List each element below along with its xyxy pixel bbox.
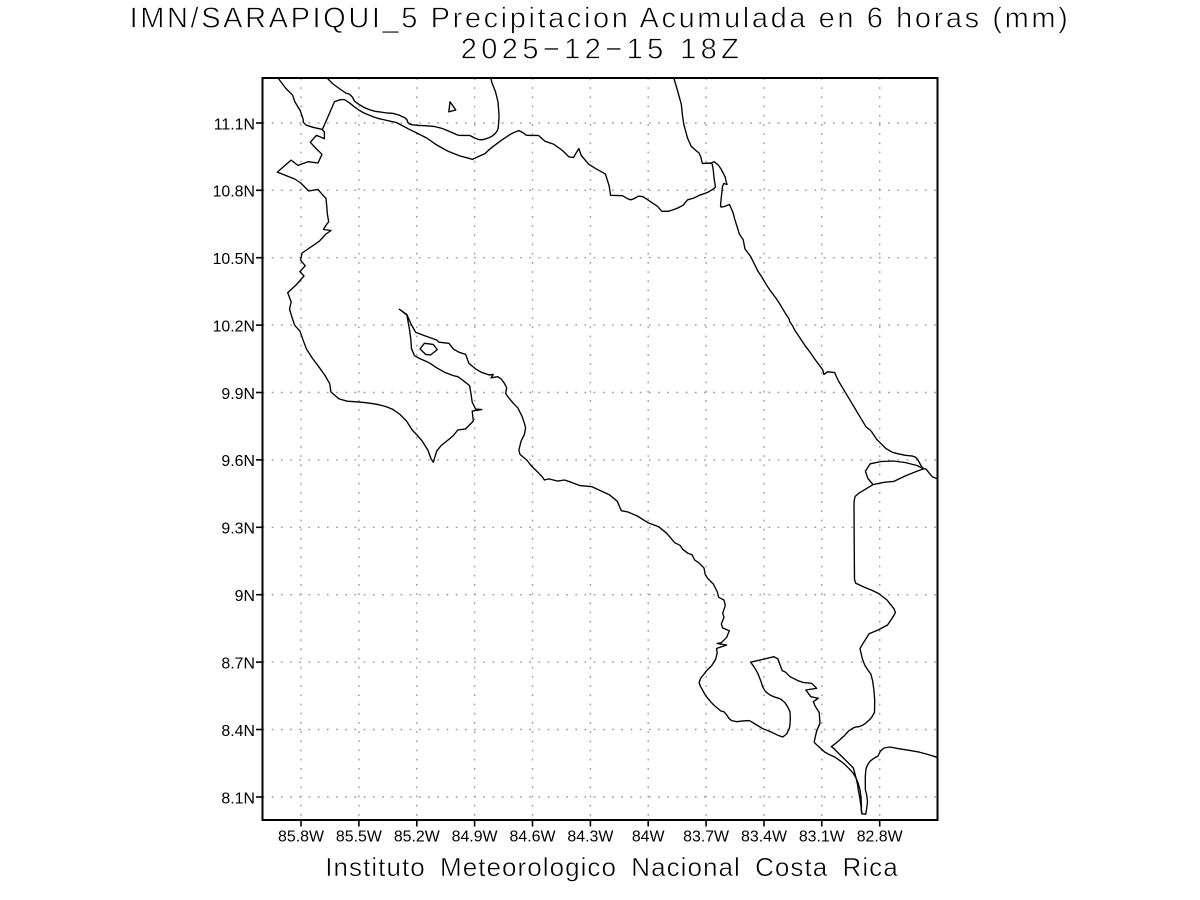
svg-text:10.8N: 10.8N bbox=[213, 184, 255, 201]
svg-text:9.9N: 9.9N bbox=[221, 386, 255, 403]
svg-text:10.2N: 10.2N bbox=[213, 318, 255, 335]
svg-text:2025−12−15 18Z: 2025−12−15 18Z bbox=[461, 34, 744, 66]
svg-text:83.4W: 83.4W bbox=[741, 828, 787, 845]
svg-text:9N: 9N bbox=[235, 588, 255, 605]
svg-text:10.5N: 10.5N bbox=[213, 251, 255, 268]
svg-text:9.6N: 9.6N bbox=[221, 453, 255, 470]
svg-text:84.6W: 84.6W bbox=[510, 828, 556, 845]
svg-text:83.7W: 83.7W bbox=[683, 828, 729, 845]
svg-text:IMN/SARAPIQUI_5 Precipitacion: IMN/SARAPIQUI_5 Precipitacion Acumulada … bbox=[130, 3, 1071, 35]
svg-text:85.8W: 85.8W bbox=[278, 828, 324, 845]
svg-text:Instituto Meteorologico Nacion: Instituto Meteorologico Nacional Costa R… bbox=[325, 852, 899, 882]
svg-text:82.8W: 82.8W bbox=[857, 828, 903, 845]
svg-text:8.1N: 8.1N bbox=[221, 790, 255, 807]
svg-text:11.1N: 11.1N bbox=[214, 116, 255, 133]
svg-text:8.4N: 8.4N bbox=[221, 723, 255, 740]
svg-text:85.2W: 85.2W bbox=[394, 828, 440, 845]
svg-text:84.9W: 84.9W bbox=[452, 828, 498, 845]
svg-text:85.5W: 85.5W bbox=[336, 828, 382, 845]
svg-text:84W: 84W bbox=[632, 828, 665, 845]
svg-text:8.7N: 8.7N bbox=[221, 655, 255, 672]
svg-text:84.3W: 84.3W bbox=[567, 828, 613, 845]
svg-text:9.3N: 9.3N bbox=[221, 521, 255, 538]
svg-text:83.1W: 83.1W bbox=[799, 828, 845, 845]
